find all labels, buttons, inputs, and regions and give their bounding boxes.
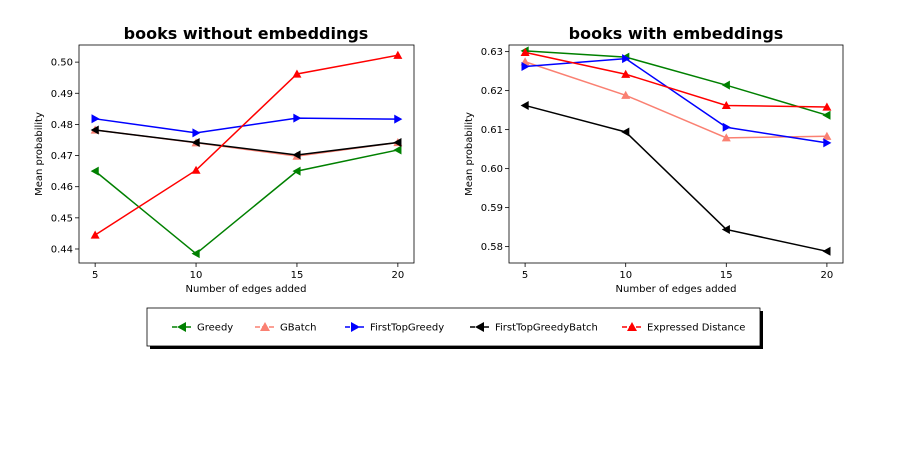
data-point-expressed-distance [721, 100, 731, 110]
data-point-firsttopgreedy [394, 114, 403, 124]
y-tick-label: 0.48 [51, 120, 73, 131]
series-line-greedy [94, 149, 399, 255]
data-point-firsttopgreedy [91, 114, 100, 124]
data-point-firsttopgreedybatch [520, 100, 529, 110]
x-tick-label: 5 [92, 270, 98, 281]
legend-label-firsttopgreedybatch: FirstTopGreedyBatch [495, 323, 598, 334]
legend-marker-firsttopgreedybatch [475, 322, 484, 332]
y-tick-label: 0.59 [481, 203, 503, 214]
data-point-greedy [822, 110, 831, 120]
data-point-firsttopgreedybatch [393, 137, 402, 147]
legend: Greedy GBatch FirstTopGreedy FirstTopGreedy… [146, 307, 763, 349]
plot-area-left [78, 44, 415, 264]
y-tick-label: 0.46 [51, 182, 73, 193]
data-point-expressed-distance [822, 102, 832, 111]
y-tick-label: 0.58 [481, 242, 503, 253]
legend-box [146, 307, 761, 347]
x-axis-label-left: Number of edges added [186, 284, 307, 295]
legend-marker-gbatch [260, 322, 270, 331]
data-point-firsttopgreedybatch [90, 125, 99, 135]
y-tick-label: 0.63 [481, 47, 503, 58]
series-line-expressed-distance [524, 51, 827, 108]
data-point-expressed-distance [90, 230, 100, 239]
y-tick-label: 0.50 [51, 58, 73, 69]
y-tick-label: 0.49 [51, 89, 73, 100]
data-point-greedy [393, 145, 402, 155]
x-tick-label: 5 [522, 270, 528, 281]
legend-marker-greedy [177, 322, 186, 332]
y-tick-label: 0.62 [481, 86, 503, 97]
legend-marker-expressed-distance [627, 322, 637, 331]
x-axis-label-right: Number of edges added [616, 284, 737, 295]
data-point-expressed-distance [393, 50, 403, 59]
data-point-firsttopgreedybatch [292, 150, 301, 160]
data-point-greedy [191, 249, 200, 259]
y-tick-label: 0.61 [481, 125, 503, 136]
data-point-greedy [90, 166, 99, 176]
legend-label-gbatch: GBatch [280, 323, 317, 334]
chart-panel-right: books with embeddings Number of edges ad… [464, 24, 844, 295]
data-point-firsttopgreedybatch [621, 127, 630, 137]
series-line-gbatch [524, 61, 827, 139]
legend-label-expressed-distance: Expressed Distance [647, 323, 745, 334]
y-axis-label-left: Mean probability [34, 112, 45, 196]
y-tick-label: 0.60 [481, 164, 503, 175]
x-tick-label: 20 [391, 270, 404, 281]
chart-title-right: books with embeddings [569, 24, 784, 43]
x-tick-label: 10 [619, 270, 632, 281]
data-point-firsttopgreedy [521, 61, 530, 71]
data-point-gbatch [721, 133, 731, 142]
series-line-greedy [525, 50, 828, 116]
legend-label-greedy: Greedy [197, 323, 233, 334]
data-point-expressed-distance [191, 165, 201, 174]
data-point-firsttopgreedybatch [191, 137, 200, 147]
chart-panel-left: books without embeddings Number of edges… [34, 24, 415, 295]
x-tick-label: 10 [190, 270, 203, 281]
legend-marker-firsttopgreedy [351, 322, 360, 332]
series-line-firsttopgreedy [95, 117, 398, 134]
series-line-expressed-distance [94, 54, 398, 236]
data-point-firsttopgreedy [192, 128, 201, 138]
data-point-expressed-distance [621, 69, 631, 78]
chart-title-left: books without embeddings [124, 24, 369, 43]
data-point-gbatch [822, 131, 832, 140]
data-point-greedy [721, 80, 730, 90]
data-point-expressed-distance [292, 69, 302, 78]
data-point-greedy [292, 166, 301, 176]
plot-area-right [508, 44, 844, 264]
data-point-firsttopgreedybatch [822, 246, 831, 256]
legend-label-firsttopgreedy: FirstTopGreedy [370, 323, 444, 334]
x-tick-label: 20 [821, 270, 834, 281]
series-line-firsttopgreedybatch [524, 104, 828, 253]
data-point-firsttopgreedy [622, 54, 631, 64]
data-point-expressed-distance [520, 47, 530, 57]
y-tick-label: 0.44 [51, 244, 73, 255]
y-axis-label-right: Mean probability [464, 112, 475, 196]
series-line-firsttopgreedy [525, 57, 828, 144]
x-tick-label: 15 [291, 270, 304, 281]
series-line-firsttopgreedybatch [95, 129, 398, 156]
y-tick-label: 0.45 [51, 213, 73, 224]
data-point-firsttopgreedy [293, 113, 302, 123]
data-point-firsttopgreedy [722, 122, 731, 132]
data-point-gbatch [621, 90, 631, 99]
data-point-firsttopgreedy [823, 138, 832, 148]
y-tick-label: 0.47 [51, 151, 73, 162]
data-point-firsttopgreedybatch [721, 224, 730, 234]
x-tick-label: 15 [720, 270, 733, 281]
